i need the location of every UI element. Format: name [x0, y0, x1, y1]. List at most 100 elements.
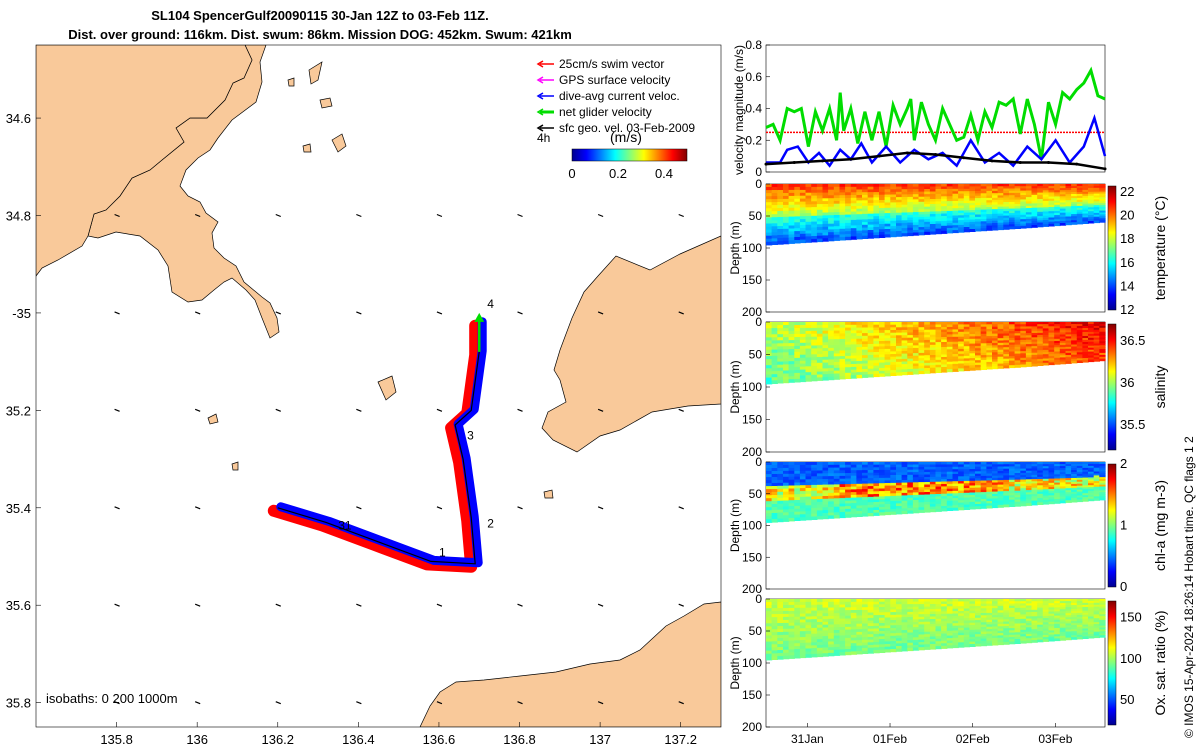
section-cell — [1059, 638, 1067, 641]
section-cell — [845, 618, 852, 622]
section-cell — [890, 614, 897, 618]
section-cell — [912, 619, 920, 623]
section-cell — [856, 333, 863, 337]
section-cell — [833, 464, 841, 469]
section-cell — [816, 496, 824, 500]
section-cell — [777, 325, 784, 329]
section-cell — [890, 612, 897, 616]
section-cell — [850, 475, 858, 479]
section-cell — [1037, 633, 1044, 636]
section-cell — [912, 358, 920, 362]
section-cell — [1099, 462, 1106, 465]
section-cell — [918, 492, 925, 496]
section-cell — [952, 193, 959, 197]
section-y-tick-label: 200 — [742, 445, 762, 459]
section-cell — [986, 617, 993, 621]
section-cell — [946, 220, 954, 224]
section-cell — [783, 210, 790, 215]
section-cell — [1076, 465, 1084, 469]
section-cell — [1031, 337, 1038, 341]
section-cell — [862, 642, 869, 646]
section-cell — [867, 650, 874, 654]
section-cell — [907, 222, 914, 226]
section-cell — [862, 189, 869, 193]
section-cell — [766, 184, 773, 188]
section-cell — [867, 623, 874, 627]
section-cell — [850, 473, 858, 477]
section-cell — [873, 192, 880, 196]
section-cell — [884, 335, 891, 339]
section-cell — [1031, 502, 1038, 506]
section-cell — [1065, 490, 1072, 493]
section-cell — [777, 465, 784, 469]
section-cell — [783, 370, 790, 375]
section-cell — [788, 231, 795, 235]
section-cell — [794, 204, 801, 209]
section-cell — [907, 627, 914, 631]
section-cell — [941, 626, 948, 630]
section-cell — [907, 637, 914, 641]
section-cell — [1065, 332, 1072, 335]
section-cell — [811, 224, 818, 228]
section-cell — [1042, 328, 1050, 332]
section-cell — [924, 646, 931, 650]
section-cell — [783, 643, 790, 648]
section-cell — [822, 490, 829, 494]
section-cell — [1014, 488, 1021, 492]
section-cell — [794, 607, 801, 612]
section-cell — [1071, 483, 1078, 487]
section-cell — [1099, 210, 1106, 214]
section-cell — [941, 223, 948, 227]
section-cell — [799, 491, 807, 495]
section-cell — [929, 214, 937, 218]
section-cell — [980, 359, 987, 363]
section-cell — [873, 607, 880, 611]
section-cell — [890, 477, 897, 481]
section-cell — [783, 355, 790, 359]
section-cell — [822, 186, 829, 191]
section-cell — [941, 324, 948, 328]
section-cell — [833, 324, 841, 329]
section-cell — [1071, 356, 1078, 360]
section-cell — [963, 368, 971, 372]
section-cell — [1054, 353, 1061, 357]
section-cell — [924, 474, 931, 478]
section-cell — [975, 348, 982, 352]
section-cell — [958, 497, 965, 501]
section-cell — [811, 633, 818, 638]
section-cell — [1088, 355, 1095, 359]
section-cell — [907, 324, 914, 328]
section-cell — [952, 366, 959, 370]
section-cell — [963, 191, 971, 195]
section-cell — [879, 346, 886, 350]
section-cell — [975, 499, 982, 503]
section-cell — [1076, 207, 1084, 211]
section-cell — [799, 488, 807, 492]
section-cell — [783, 198, 790, 203]
section-cell — [1037, 224, 1044, 228]
section-cell — [811, 513, 818, 518]
section-cell — [890, 625, 897, 629]
section-cell — [918, 345, 925, 349]
section-cell — [901, 462, 908, 466]
section-cell — [794, 464, 801, 469]
land-island — [231, 461, 239, 471]
section-cell — [766, 199, 773, 203]
section-cell — [1059, 482, 1067, 485]
section-cell — [1003, 635, 1010, 638]
section-cell — [1082, 340, 1089, 343]
section-cell — [788, 331, 795, 335]
section-cell — [1042, 213, 1050, 217]
section-cell — [845, 375, 852, 379]
section-cell — [794, 216, 801, 220]
section-cell — [1037, 599, 1044, 602]
section-cell — [1065, 198, 1072, 201]
section-cell — [833, 635, 841, 639]
section-cell — [1093, 463, 1100, 467]
section-cell — [805, 511, 812, 515]
section-cell — [879, 485, 886, 489]
section-cell — [833, 192, 841, 196]
section-cell — [975, 214, 982, 218]
section-cell — [1020, 348, 1027, 352]
section-cell — [975, 193, 982, 197]
